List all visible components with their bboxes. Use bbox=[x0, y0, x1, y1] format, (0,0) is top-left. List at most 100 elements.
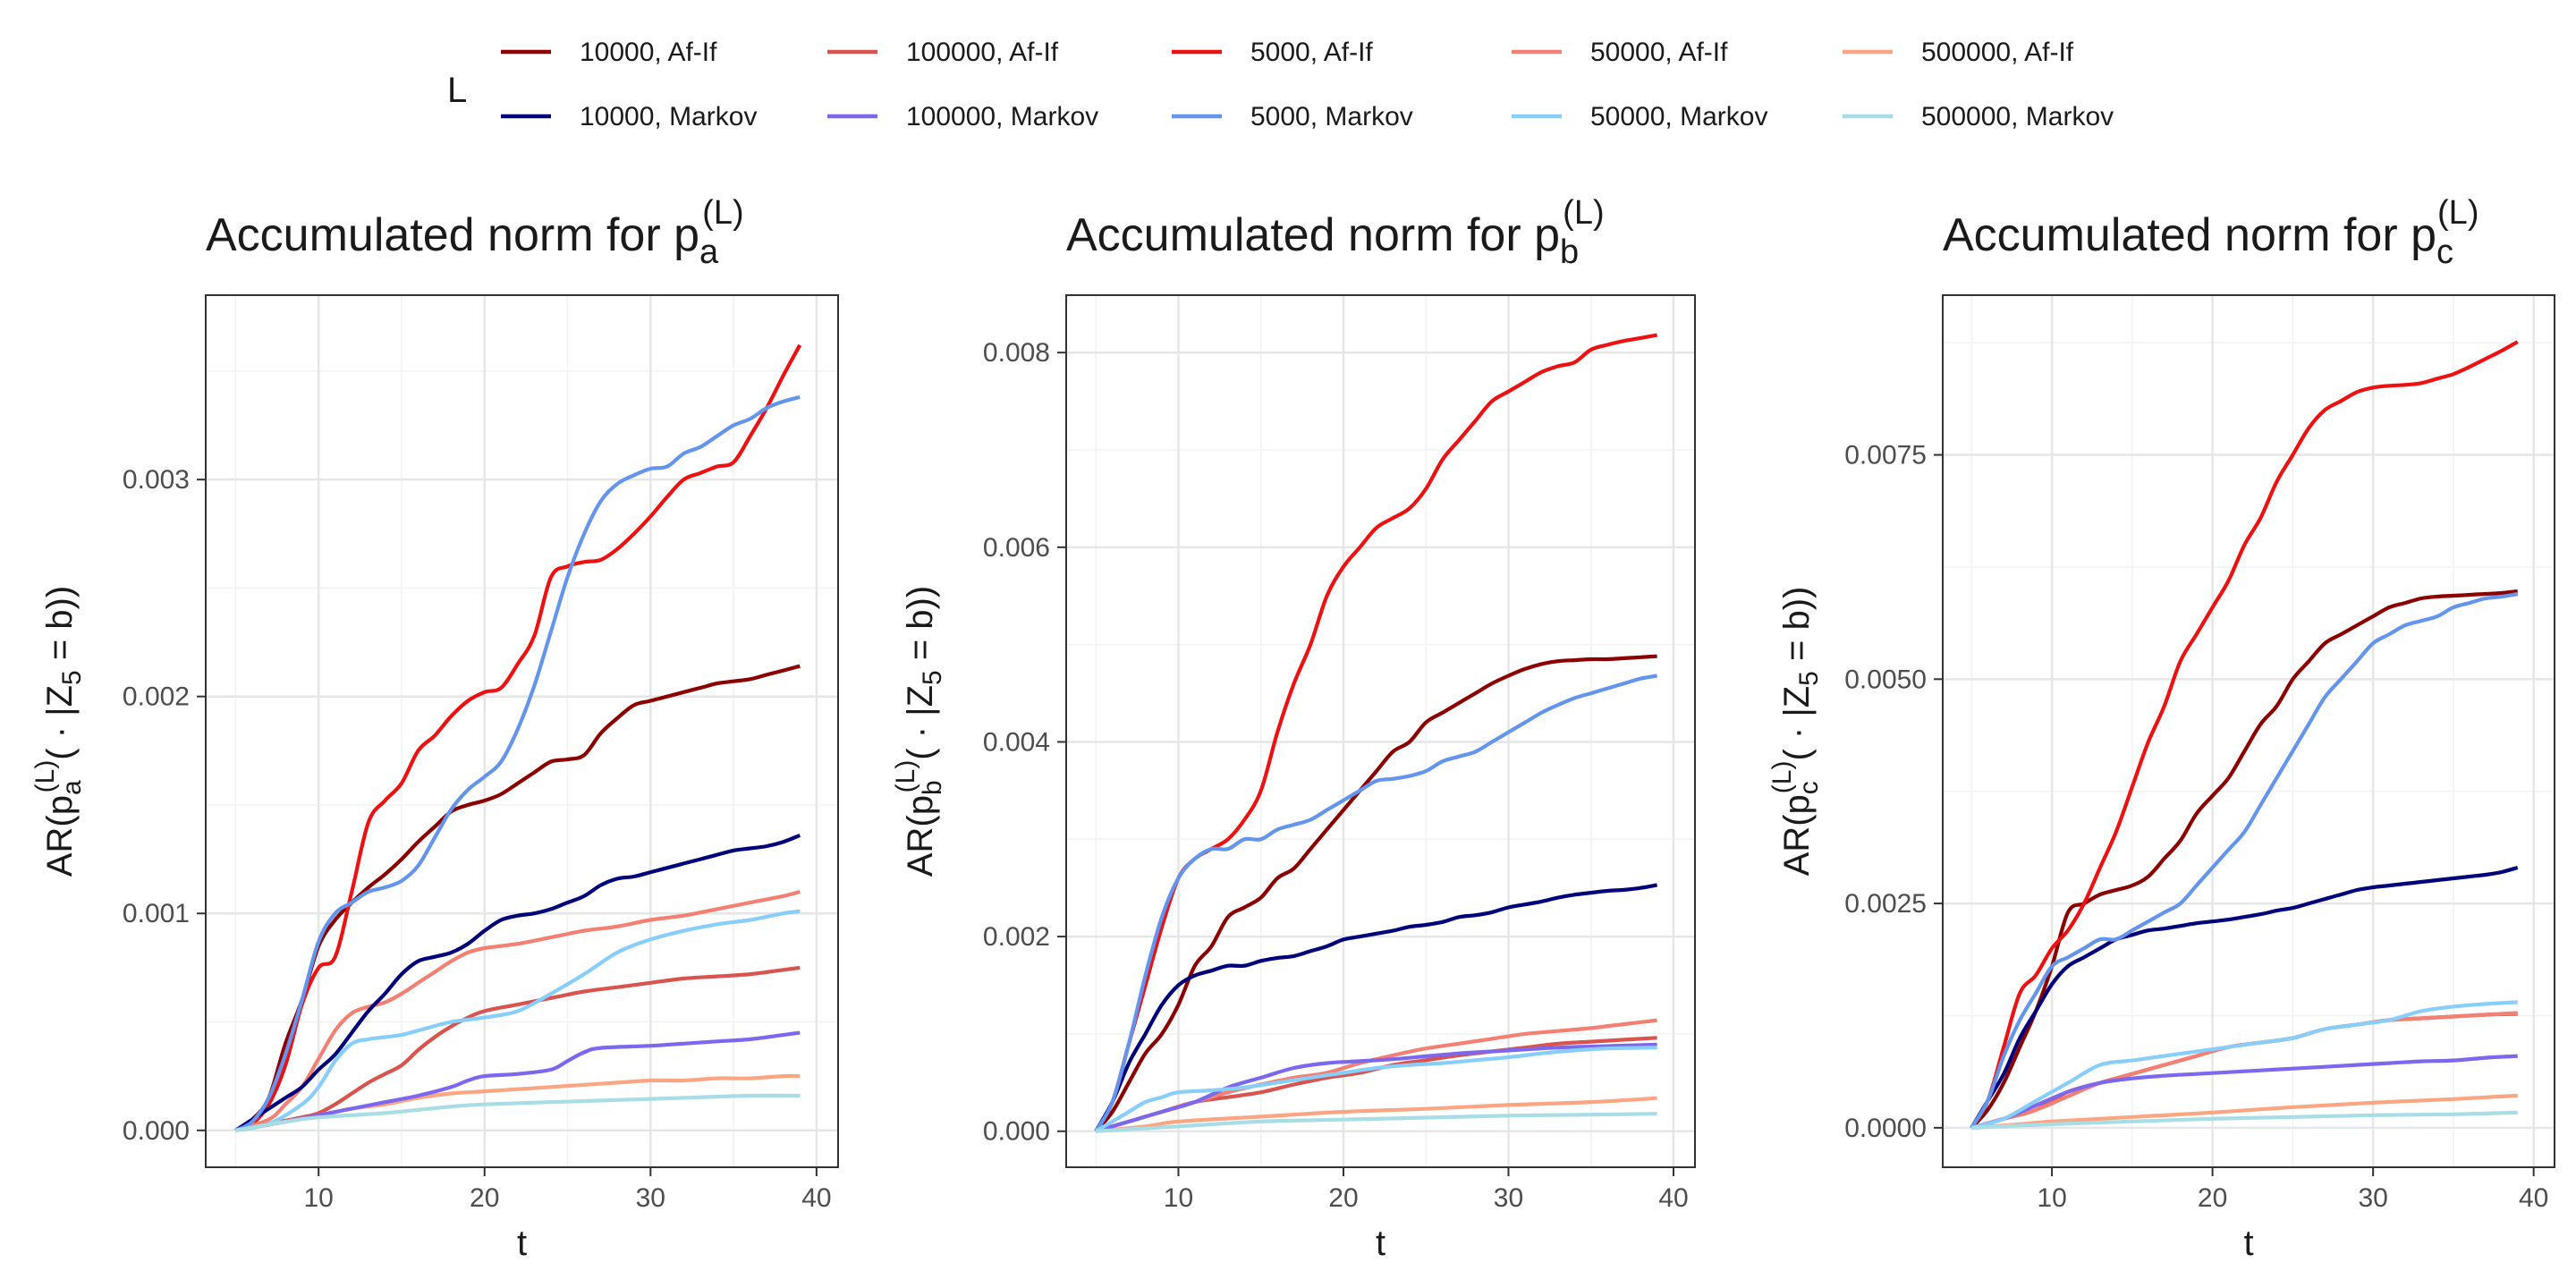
x-axis-title: t bbox=[1376, 1224, 1385, 1263]
plot-area bbox=[1943, 295, 2555, 1167]
y-tick-label: 0.0050 bbox=[1844, 665, 1927, 694]
panel-title-text: Accumulated norm for p bbox=[1066, 209, 1560, 261]
panel-title-text: Accumulated norm for p bbox=[206, 209, 699, 261]
panel-title-subscript: b bbox=[1560, 233, 1579, 271]
legend-label: 10000, Af-If bbox=[580, 38, 717, 67]
legend-label: 5000, Markov bbox=[1250, 102, 1413, 131]
panel-title-superscript: (L) bbox=[702, 194, 743, 232]
legend-item-100000-af-if: 100000, Af-If bbox=[827, 38, 1059, 67]
legend-item-500000-markov: 500000, Markov bbox=[1843, 102, 2114, 131]
y-axis-title: AR(pc(L)( · |Z5 = b)) bbox=[1767, 587, 1824, 877]
series-line-500000-markov bbox=[1096, 1112, 1657, 1133]
legend-label: 500000, Markov bbox=[1921, 102, 2114, 131]
legend-label: 100000, Markov bbox=[906, 102, 1098, 131]
y-axis: 0.000 0.001 0.002 0.003 AR(pa(L)( · |Z5 = b)… bbox=[30, 465, 206, 1146]
y-axis-title-sub2: 5 bbox=[1794, 671, 1824, 686]
series-line-5000-markov bbox=[1094, 674, 1657, 1132]
y-axis-title-sub2: 5 bbox=[57, 670, 87, 685]
y-axis-title-sub2: 5 bbox=[918, 670, 947, 685]
y-tick-label: 0.002 bbox=[983, 922, 1050, 952]
y-axis: 0.0000 0.0025 0.0050 0.0075 AR(pc(L)( · |Z5 … bbox=[1767, 441, 1943, 1143]
y-tick-label: 0.000 bbox=[983, 1117, 1050, 1147]
legend-item-500000-af-if: 500000, Af-If bbox=[1843, 38, 2074, 67]
y-axis-title-end: = b)) bbox=[1777, 587, 1817, 671]
series-line-50000-markov bbox=[1970, 1000, 2518, 1130]
x-tick-label: 40 bbox=[1658, 1183, 1688, 1213]
gridlines bbox=[1066, 295, 1695, 1167]
y-axis-title-sub: b bbox=[918, 780, 947, 795]
y-tick-label: 0.001 bbox=[123, 899, 190, 928]
series-line-10000-af-if bbox=[1970, 589, 2518, 1130]
x-tick-label: 30 bbox=[1494, 1183, 1523, 1213]
x-tick-label: 20 bbox=[470, 1183, 499, 1213]
series-line-100000-markov bbox=[235, 1030, 801, 1132]
series-line-5000-markov bbox=[1970, 591, 2519, 1130]
plot-border bbox=[1065, 294, 1696, 1168]
y-axis-title: AR(pa(L)( · |Z5 = b)) bbox=[30, 586, 87, 877]
y-tick-label: 0.002 bbox=[123, 682, 190, 712]
plot-area bbox=[206, 295, 838, 1167]
y-tick-label: 0.000 bbox=[123, 1116, 190, 1146]
x-tick-label: 20 bbox=[2198, 1183, 2227, 1213]
panel-title-subscript: c bbox=[2436, 233, 2453, 271]
y-axis-title-main: AR(p bbox=[1777, 794, 1817, 876]
y-axis: 0.000 0.002 0.004 0.006 0.008 AR(pb(L)( · |Z5… bbox=[891, 338, 1066, 1147]
series-line-500000-af-if bbox=[1971, 1093, 2518, 1130]
series-lines bbox=[1970, 340, 2519, 1130]
x-tick-label: 10 bbox=[303, 1183, 333, 1213]
x-axis-title: t bbox=[2243, 1224, 2253, 1263]
legend-item-10000-markov: 10000, Markov bbox=[501, 102, 757, 131]
x-tick-label: 10 bbox=[1164, 1183, 1193, 1213]
series-line-500000-markov bbox=[1971, 1110, 2518, 1130]
series-line-500000-af-if bbox=[1095, 1096, 1657, 1133]
x-tick-label: 30 bbox=[636, 1183, 665, 1213]
y-tick-label: 0.003 bbox=[123, 465, 190, 495]
y-axis-title-main: AR(p bbox=[901, 795, 940, 877]
series-line-100000-markov bbox=[1095, 1042, 1657, 1133]
legend-item-5000-markov: 5000, Markov bbox=[1172, 102, 1413, 131]
y-tick-label: 0.0075 bbox=[1844, 441, 1927, 470]
y-axis-title-end: = b)) bbox=[40, 586, 80, 670]
series-line-10000-af-if bbox=[234, 664, 801, 1132]
legend-item-50000-af-if: 50000, Af-If bbox=[1512, 38, 1728, 67]
y-axis-title-sup: (L) bbox=[891, 760, 920, 793]
series-line-100000-markov bbox=[1970, 1054, 2518, 1130]
series-line-5000-markov bbox=[234, 394, 801, 1132]
legend-label: 50000, Af-If bbox=[1590, 38, 1728, 67]
legend-title: L bbox=[447, 71, 467, 110]
panel-title: Accumulated norm for pa(L) bbox=[206, 194, 744, 271]
legend-label: 10000, Markov bbox=[580, 102, 757, 131]
legend-label: 100000, Af-If bbox=[906, 38, 1059, 67]
panel-a: Accumulated norm for pa(L)10 20 30 40t0.000… bbox=[30, 194, 839, 1263]
series-line-50000-markov bbox=[1095, 1046, 1657, 1133]
series-line-50000-markov bbox=[235, 909, 801, 1132]
series-line-5000-af-if bbox=[1970, 340, 2519, 1130]
x-axis: 10 20 30 40 t bbox=[303, 1167, 832, 1263]
y-tick-label: 0.0025 bbox=[1844, 889, 1927, 919]
plot-border bbox=[1942, 294, 2555, 1168]
panel-title-text: Accumulated norm for p bbox=[1943, 209, 2436, 261]
legend-item-5000-af-if: 5000, Af-If bbox=[1172, 38, 1373, 67]
x-axis: 10 20 30 40 t bbox=[2037, 1167, 2548, 1263]
series-line-50000-af-if bbox=[234, 889, 801, 1132]
legend-label: 500000, Af-If bbox=[1921, 38, 2074, 67]
y-axis-title-rest: ( · |Z bbox=[901, 685, 940, 760]
panel-title-superscript: (L) bbox=[1563, 194, 1604, 232]
legend-label: 50000, Markov bbox=[1590, 102, 1767, 131]
series-line-5000-af-if bbox=[234, 343, 802, 1132]
y-tick-label: 0.006 bbox=[983, 533, 1050, 563]
y-axis-title-sup: (L) bbox=[30, 760, 60, 793]
gridlines bbox=[206, 295, 838, 1167]
x-tick-label: 10 bbox=[2037, 1183, 2066, 1213]
y-tick-label: 0.0000 bbox=[1844, 1114, 1927, 1143]
panel-b: Accumulated norm for pb(L)10 20 30 40t0.000… bbox=[891, 194, 1696, 1263]
series-line-10000-markov bbox=[1970, 865, 2519, 1129]
panel-title-subscript: a bbox=[699, 233, 719, 271]
series-line-500000-markov bbox=[235, 1093, 801, 1132]
x-tick-label: 40 bbox=[801, 1183, 831, 1213]
legend-item-100000-markov: 100000, Markov bbox=[827, 102, 1098, 131]
legend-label: 5000, Af-If bbox=[1250, 38, 1373, 67]
panel-c: Accumulated norm for pc(L)10 20 30 40t0.000… bbox=[1767, 194, 2555, 1263]
x-tick-label: 30 bbox=[2358, 1183, 2387, 1213]
